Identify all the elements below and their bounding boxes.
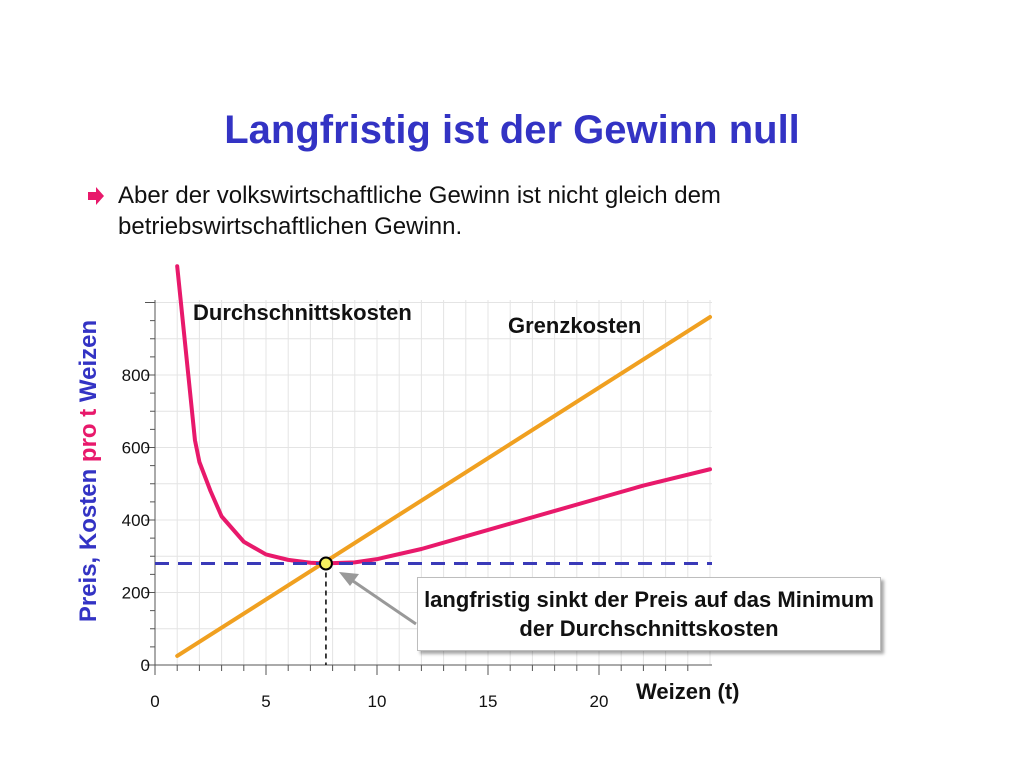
series-label-marginal-cost: Grenzkosten <box>508 313 641 338</box>
y-axis-label-part-4: Weizen <box>75 320 102 409</box>
y-tick-label: 0 <box>141 656 150 675</box>
y-tick-label: 200 <box>122 584 150 603</box>
x-tick-label: 0 <box>150 692 159 711</box>
y-axis-label-part-3: pro t <box>75 409 102 462</box>
chart-axes <box>145 300 712 675</box>
x-tick-label: 5 <box>261 692 270 711</box>
annotation-arrow-head <box>339 572 359 586</box>
bullet-item: Aber der volkswirtschaftliche Gewinn ist… <box>86 180 866 242</box>
arrow-right-icon <box>88 187 104 205</box>
y-axis-label: Preis, Kosten pro t Weizen <box>75 320 102 622</box>
y-axis-label-part-1: Preis <box>75 563 102 622</box>
chart-extras <box>155 556 712 665</box>
slide-title: Langfristig ist der Gewinn null <box>224 108 800 152</box>
x-tick-label: 10 <box>368 692 387 711</box>
series-label-average-cost: Durchschnittskosten <box>193 300 412 325</box>
marginal-cost-line <box>175 315 712 658</box>
x-tick-label: 20 <box>590 692 609 711</box>
y-axis-label-part-2: , Kosten <box>75 462 102 563</box>
bullet-text: Aber der volkswirtschaftliche Gewinn ist… <box>118 182 721 240</box>
y-tick-label: 400 <box>122 511 150 530</box>
y-tick-label: 800 <box>122 366 150 385</box>
annotation-arrow-line <box>349 577 417 626</box>
y-tick-label: 600 <box>122 439 150 458</box>
x-tick-label: 15 <box>479 692 498 711</box>
minimum-point-marker <box>318 556 333 571</box>
annotation-box: langfristig sinkt der Preis auf das Mini… <box>417 577 881 651</box>
x-axis-label: Weizen (t) <box>636 679 739 704</box>
